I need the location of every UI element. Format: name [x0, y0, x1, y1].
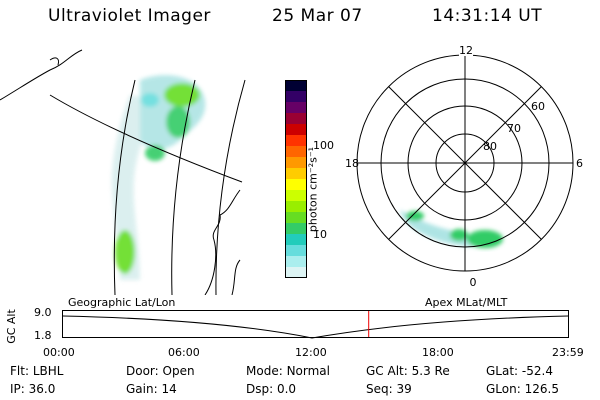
- glat-info: GLat: -52.4: [486, 364, 553, 378]
- mode-info: Mode: Normal: [246, 364, 330, 378]
- lat-label-60: 60: [531, 100, 545, 113]
- gain-info: Gain: 14: [126, 382, 177, 396]
- colorbar-band: [285, 212, 307, 224]
- colorbar-unit-label: photon cm⁻²s⁻¹: [306, 146, 320, 233]
- colorbar-band: [285, 80, 307, 92]
- flt-info: Flt: LBHL: [10, 364, 64, 378]
- colorbar-band: [285, 146, 307, 158]
- dsp-info: Dsp: 0.0: [246, 382, 297, 396]
- door-info: Door: Open: [126, 364, 195, 378]
- colorbar-tick-100: 100: [313, 139, 334, 152]
- polar-plot: 12 18 6 0 60 70 80: [345, 44, 583, 289]
- mlt-label-6: 6: [576, 157, 583, 170]
- colorbar-band: [285, 135, 307, 147]
- instrument-title: Ultraviolet Imager: [48, 6, 211, 26]
- colorbar-band: [285, 102, 307, 114]
- colorbar: [285, 80, 307, 278]
- colorbar-band: [285, 190, 307, 202]
- mlt-label-18: 18: [345, 157, 359, 170]
- colorbar-band: [285, 245, 307, 257]
- colorbar-band: [285, 124, 307, 136]
- timeline-ytick-max: 9.0: [34, 306, 52, 319]
- lat-label-70: 70: [507, 122, 521, 135]
- colorbar-band: [285, 91, 307, 103]
- colorbar-band: [285, 113, 307, 125]
- glon-info: GLon: 126.5: [486, 382, 559, 396]
- timeline-plot: [62, 310, 569, 339]
- colorbar-band: [285, 256, 307, 268]
- colorbar-band: [285, 179, 307, 191]
- colorbar-band: [285, 157, 307, 169]
- timeline-xtick-2: 12:00: [295, 346, 327, 359]
- colorbar-band: [285, 168, 307, 180]
- timeline-xtick-0: 00:00: [43, 346, 75, 359]
- timeline-xtick-4: 23:59: [552, 346, 584, 359]
- colorbar-band: [285, 223, 307, 235]
- date-label: 25 Mar 07: [272, 6, 363, 26]
- seq-info: Seq: 39: [366, 382, 412, 396]
- time-label: 14:31:14 UT: [432, 6, 543, 26]
- timeline-xtick-1: 06:00: [168, 346, 200, 359]
- geographic-image: [0, 49, 246, 295]
- timeline-xtick-3: 18:00: [422, 346, 454, 359]
- timeline-right-label: Apex MLat/MLT: [425, 296, 508, 309]
- timeline-left-label: Geographic Lat/Lon: [68, 296, 176, 309]
- mlt-label-0: 0: [470, 276, 477, 289]
- timeline-axis-title: GC Alt: [4, 309, 18, 344]
- lat-label-80: 80: [483, 140, 497, 153]
- colorbar-tick-10: 10: [313, 228, 327, 241]
- gc-alt-info: GC Alt: 5.3 Re: [366, 364, 450, 378]
- ip-info: IP: 36.0: [10, 382, 56, 396]
- colorbar-band: [285, 267, 307, 278]
- colorbar-band: [285, 234, 307, 246]
- colorbar-band: [285, 201, 307, 213]
- timeline-ytick-min: 1.8: [34, 329, 52, 342]
- mlt-label-12: 12: [459, 44, 473, 57]
